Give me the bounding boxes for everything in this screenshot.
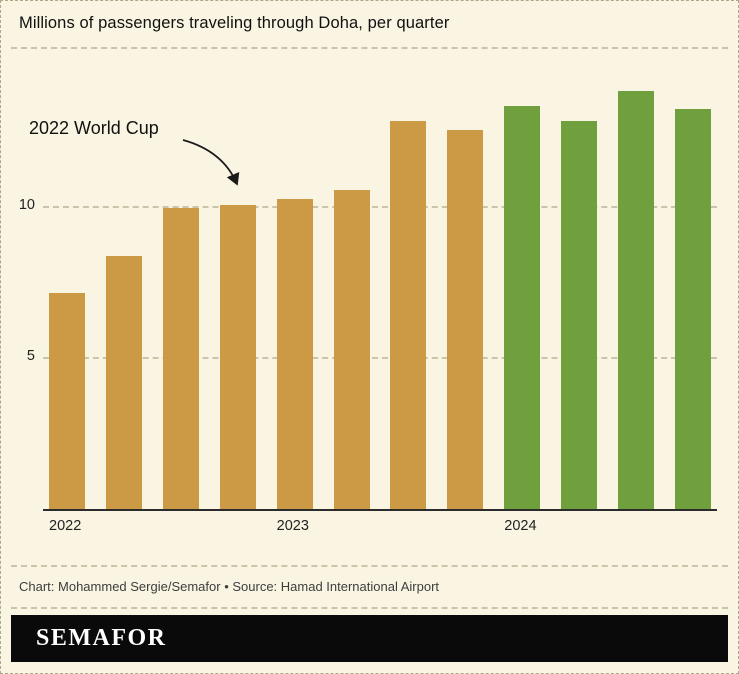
x-axis-labels: 2022 2023 2024 [43,518,717,534]
bar-2022-q2 [105,256,142,509]
x-axis-label-empty [561,518,597,534]
semafor-logo: SEMAFOR [36,625,167,651]
bar-2024-q3 [618,91,655,509]
x-axis-label-empty [220,518,256,534]
bar-2024-q1 [504,106,541,509]
x-axis-label-2024: 2024 [504,518,537,534]
y-tick-10: 10 [18,197,35,213]
x-axis-label-empty [390,518,426,534]
bar-2023-q1 [276,199,313,509]
x-axis-label-2023: 2023 [276,518,309,534]
bar-2023-q4 [447,130,484,509]
gridlines: 5 10 [19,63,717,509]
x-axis-label-empty [334,518,370,534]
bar-2024-q4 [674,109,711,509]
divider-below-credit [11,607,728,609]
x-axis-label-empty [675,518,711,534]
gridline-10: 10 [19,197,717,213]
divider-top [11,47,728,49]
x-axis-label-2022: 2022 [49,518,82,534]
annotation-world-cup: 2022 World Cup [29,118,159,138]
bar-2022-q3 [162,208,199,509]
plot-area: 5 10 [19,63,717,511]
bar-2024-q2 [561,121,598,509]
bar-2023-q2 [333,190,370,509]
divider-above-credit [11,565,728,567]
credit-line: Chart: Mohammed Sergie/Semafor • Source:… [19,579,440,594]
chart-title: Millions of passengers traveling through… [19,14,450,32]
x-axis-label-empty [618,518,654,534]
bar-2023-q3 [390,121,427,509]
logo-bar: SEMAFOR [11,615,728,662]
x-axis-label-empty [106,518,142,534]
bar-2022-q4 [219,205,256,509]
x-axis-label-empty [163,518,199,534]
gridline-5: 5 [27,348,717,364]
bar-2022-q1 [49,293,85,509]
x-axis-label-empty [447,518,483,534]
bars-row [43,63,717,509]
y-tick-5: 5 [26,348,35,364]
